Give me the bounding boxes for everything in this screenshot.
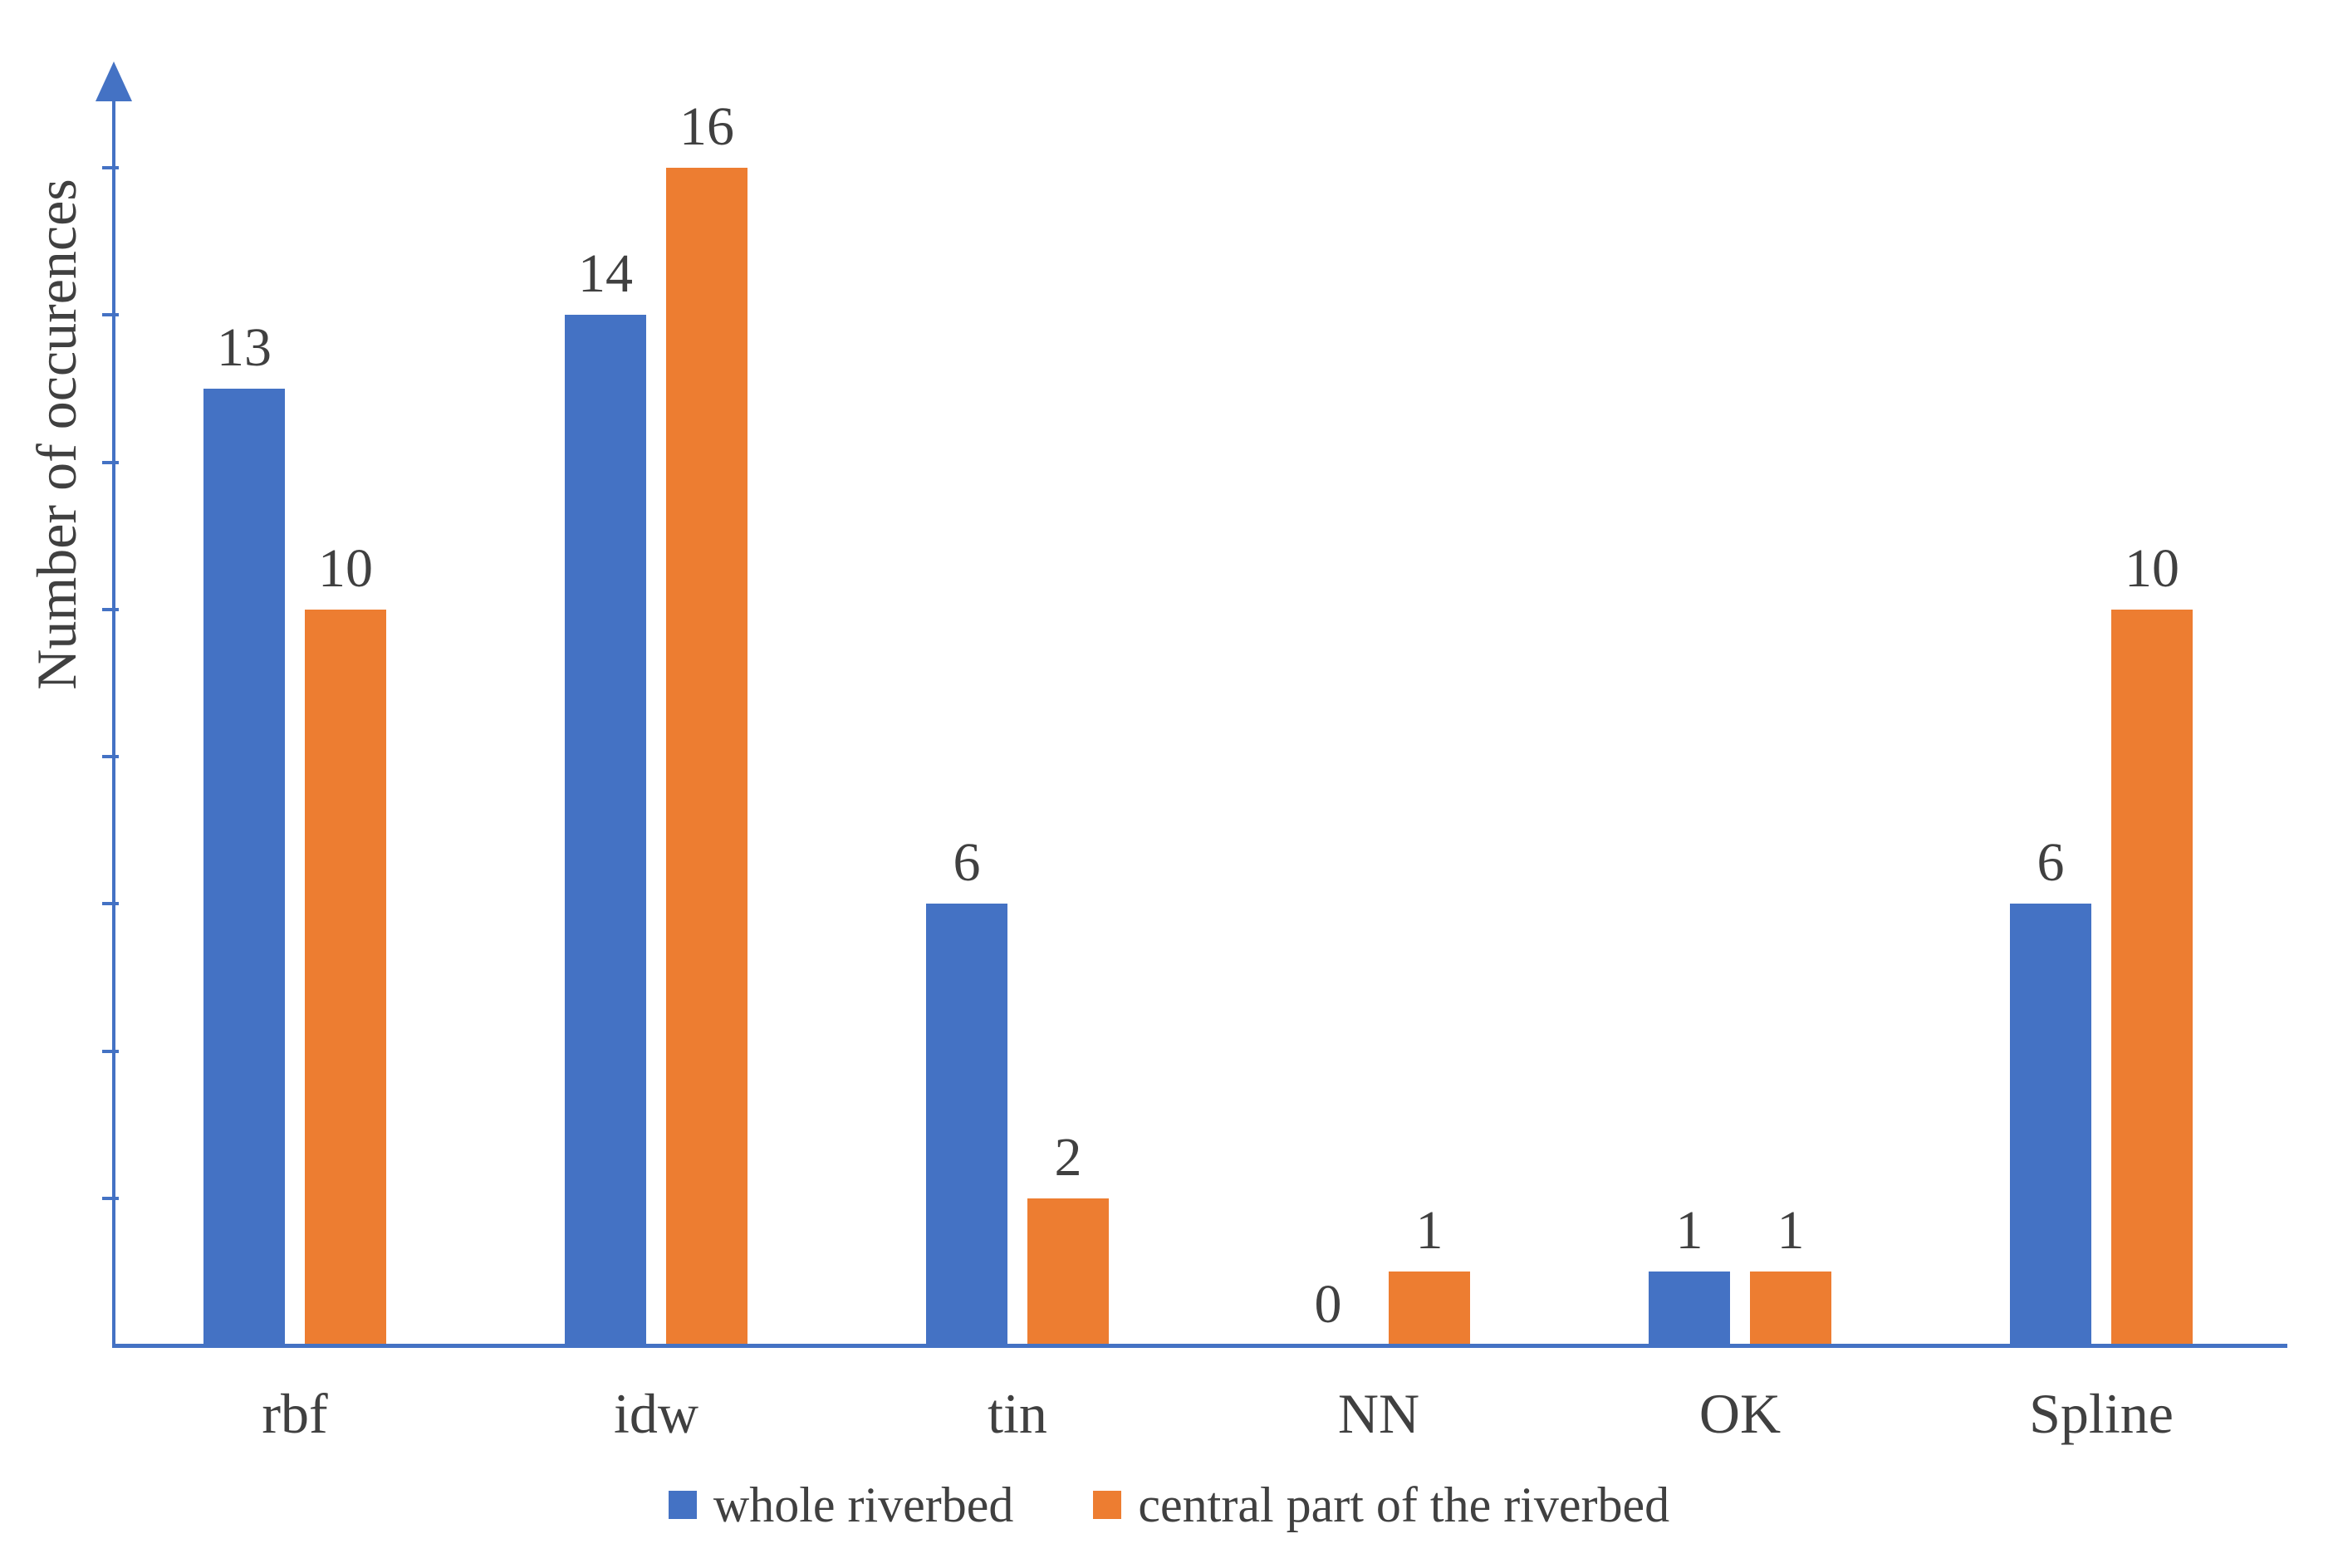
legend-label: central part of the riverbed [1138, 1477, 1670, 1532]
bar-value-label: 1 [1675, 1200, 1703, 1261]
bar-central-part-of-the-riverbed-tin [1027, 1198, 1109, 1345]
x-tick-label-tin: tin [988, 1382, 1047, 1445]
bar-whole-riverbed-idw [565, 315, 646, 1345]
y-axis-tick [102, 313, 119, 316]
bar-central-part-of-the-riverbed-OK [1750, 1272, 1831, 1345]
x-tick-label-Spline: Spline [2029, 1382, 2174, 1445]
legend-label: whole riverbed [713, 1477, 1014, 1532]
y-axis-tick [102, 755, 119, 758]
y-axis-arrow-icon [96, 61, 132, 101]
bar-value-label: 16 [679, 96, 734, 157]
legend-swatch-icon [1093, 1491, 1122, 1519]
legend: whole riverbed central part of the riverb… [0, 1480, 2338, 1530]
bar-whole-riverbed-OK [1649, 1272, 1730, 1345]
bar-central-part-of-the-riverbed-Spline [2111, 610, 2193, 1345]
x-tick-label-NN: NN [1337, 1382, 1420, 1445]
y-axis-tick [102, 166, 119, 169]
bar-central-part-of-the-riverbed-idw [666, 168, 747, 1345]
y-axis-tick [102, 608, 119, 611]
x-tick-label-idw: idw [614, 1382, 698, 1445]
bar-whole-riverbed-Spline [2010, 904, 2091, 1345]
y-axis-tick [102, 1050, 119, 1053]
x-axis-line [112, 1344, 2287, 1348]
y-axis-tick [102, 902, 119, 905]
x-tick-label-OK: OK [1698, 1382, 1782, 1445]
y-axis-title: Number of occurences [25, 179, 88, 690]
bar-central-part-of-the-riverbed-rbf [305, 610, 386, 1345]
legend-item: whole riverbed [668, 1477, 1014, 1532]
bar-value-label: 6 [953, 832, 981, 893]
y-axis-line [112, 98, 115, 1345]
legend-item: central part of the riverbed [1093, 1480, 1669, 1530]
bar-whole-riverbed-rbf [203, 389, 285, 1345]
bar-value-label: 1 [1415, 1200, 1443, 1261]
bar-value-label: 10 [318, 538, 373, 599]
bar-value-label: 14 [578, 243, 633, 304]
bar-value-label: 2 [1054, 1127, 1082, 1188]
y-axis-tick [102, 1197, 119, 1200]
bar-whole-riverbed-tin [926, 904, 1007, 1345]
bar-value-label: 0 [1314, 1274, 1342, 1335]
legend-swatch-icon [668, 1491, 697, 1519]
bar-value-label: 10 [2125, 538, 2179, 599]
bar-central-part-of-the-riverbed-NN [1389, 1272, 1470, 1345]
bar-value-label: 13 [217, 317, 272, 378]
bar-value-label: 1 [1777, 1200, 1805, 1261]
x-tick-label-rbf: rbf [262, 1382, 328, 1445]
bar-value-label: 6 [2037, 832, 2065, 893]
y-axis-tick [102, 461, 119, 464]
